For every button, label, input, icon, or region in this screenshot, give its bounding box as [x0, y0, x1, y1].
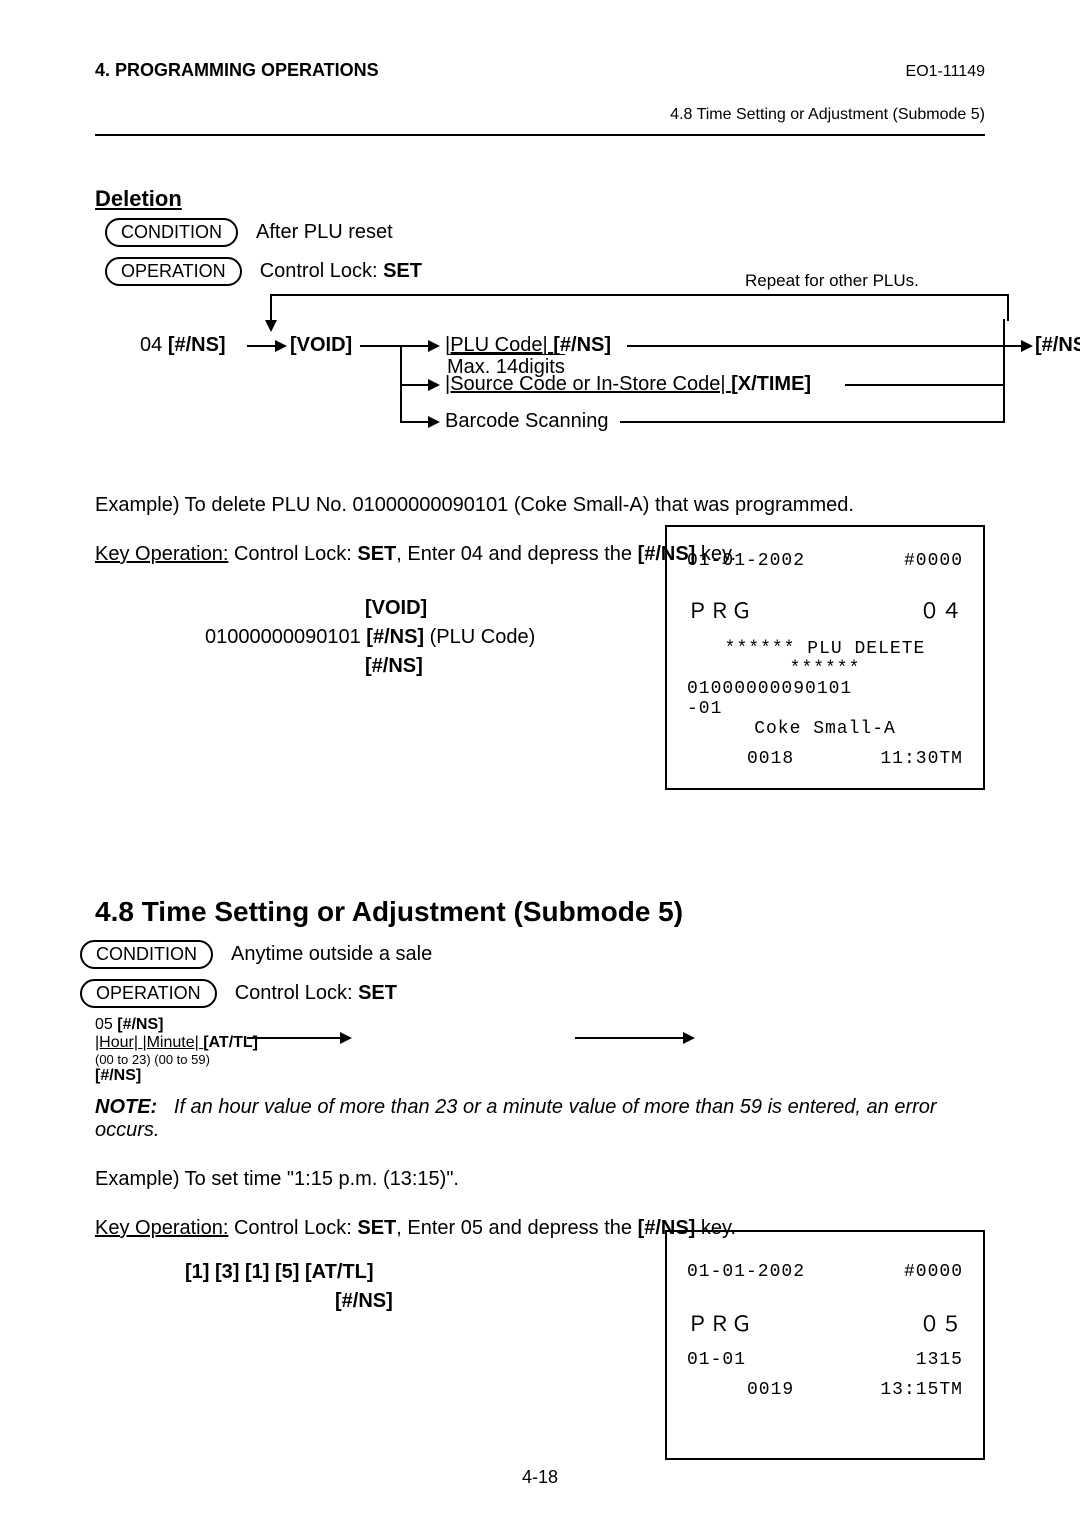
- time-flow: 05 [#/NS] |Hour| |Minute| [AT/TL] (00 to…: [95, 1016, 985, 1086]
- header-right: EO1-11149: [906, 63, 985, 81]
- operation-text: Control Lock: SET: [260, 260, 422, 283]
- deletion-title: Deletion: [95, 186, 985, 212]
- receipt-deletion: 01-01-2002#0000 ＰＲＧ０４ ****** PLU DELETE …: [665, 525, 985, 790]
- heading-4-8: 4.8 Time Setting or Adjustment (Submode …: [95, 896, 985, 928]
- operation-badge-2: OPERATION: [80, 979, 217, 1008]
- header-left: 4. PROGRAMMING OPERATIONS: [95, 60, 379, 81]
- deletion-example: Example) To delete PLU No. 0100000009010…: [95, 494, 985, 517]
- operation-text-2: Control Lock: SET: [235, 982, 397, 1005]
- subheader: 4.8 Time Setting or Adjustment (Submode …: [95, 106, 985, 124]
- page-number: 4-18: [0, 1467, 1080, 1488]
- deletion-flow: Repeat for other PLUs. 04 [#/NS] [VOID] …: [95, 294, 985, 444]
- condition-badge-2: CONDITION: [80, 940, 213, 969]
- condition-text-2: Anytime outside a sale: [231, 943, 432, 966]
- operation-badge: OPERATION: [105, 257, 242, 286]
- condition-badge: CONDITION: [105, 218, 238, 247]
- repeat-label: Repeat for other PLUs.: [745, 272, 919, 289]
- header-rule: [95, 134, 985, 136]
- receipt-time: 01-01-2002#0000 ＰＲＧ０５ 01-011315 001913:1…: [665, 1230, 985, 1460]
- condition-text: After PLU reset: [256, 221, 393, 244]
- time-example: Example) To set time "1:15 p.m. (13:15)"…: [95, 1168, 985, 1191]
- note: NOTE: If an hour value of more than 23 o…: [95, 1096, 985, 1142]
